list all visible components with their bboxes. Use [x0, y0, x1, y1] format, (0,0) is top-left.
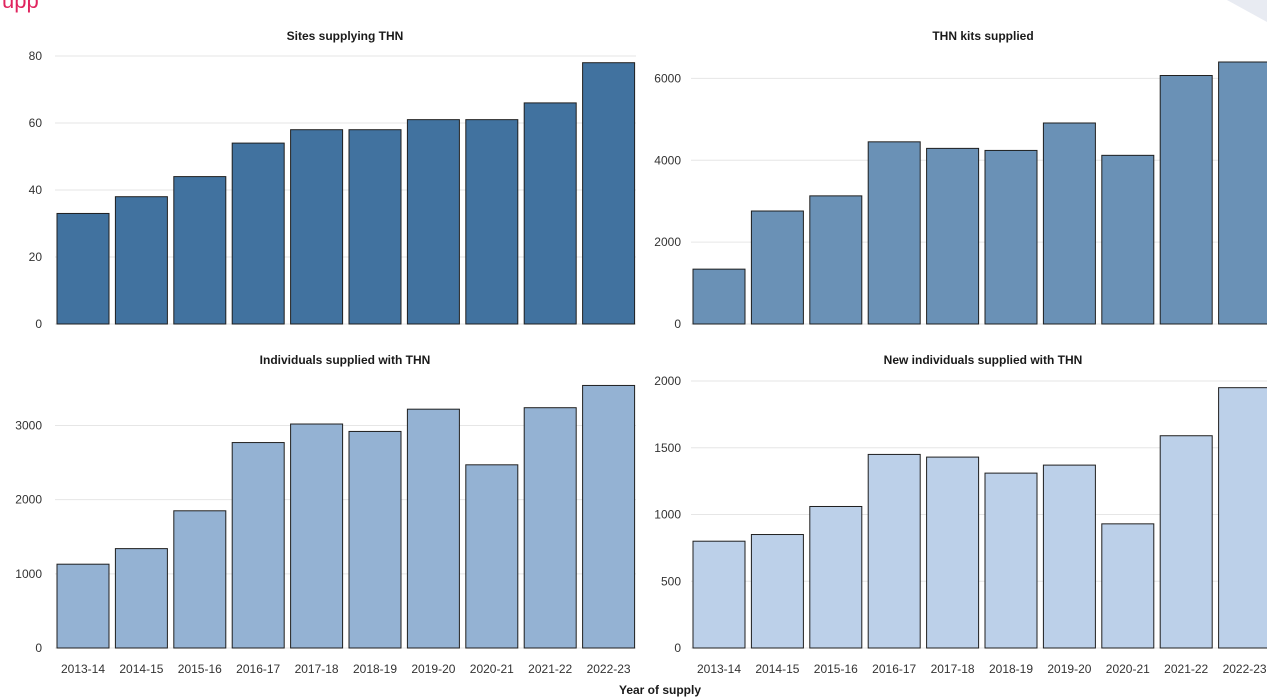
x-tick-label: 2022-23: [1223, 662, 1267, 676]
x-tick-label: 2018-19: [353, 662, 397, 676]
y-tick-label: 2000: [654, 235, 681, 249]
x-tick-label: 2013-14: [697, 662, 741, 676]
bar: [809, 195, 863, 325]
bar: [231, 142, 285, 325]
chart-panel-3: 0 1000 2000 3000 Individuals supplied with T…: [15, 353, 636, 676]
x-tick-label: 2014-15: [755, 662, 799, 676]
x-tick-label: 2019-20: [411, 662, 455, 676]
bar: [867, 141, 921, 325]
x-tick-label: 2019-20: [1047, 662, 1091, 676]
x-tick-label: 2020-21: [1106, 662, 1150, 676]
y-tick-label: 500: [661, 574, 681, 588]
y-tick-label: 1500: [654, 441, 681, 455]
y-tick-label: 6000: [654, 71, 681, 85]
y-tick-label: 1000: [15, 567, 42, 581]
bar: [114, 548, 168, 649]
bar: [1101, 154, 1155, 325]
x-tick-label: 2020-21: [470, 662, 514, 676]
bar: [523, 102, 577, 325]
x-tick-label: 2018-19: [989, 662, 1033, 676]
bar: [465, 119, 519, 325]
bar: [348, 129, 402, 325]
bar: [582, 62, 636, 325]
bar: [1159, 75, 1213, 325]
x-tick-label: 2015-16: [814, 662, 858, 676]
bar: [750, 534, 804, 649]
y-tick-label: 2000: [15, 493, 42, 507]
bar: [231, 442, 285, 649]
x-tick-label: 2017-18: [931, 662, 975, 676]
y-tick-label: 0: [35, 317, 42, 331]
bar: [290, 129, 344, 325]
x-tick-label: 2014-15: [119, 662, 163, 676]
bar: [984, 472, 1038, 649]
x-tick-label: 2017-18: [295, 662, 339, 676]
bar: [56, 212, 110, 325]
x-tick-label: 2016-17: [236, 662, 280, 676]
bar: [173, 176, 227, 325]
bar: [1042, 122, 1096, 325]
x-tick-label: 2021-22: [1164, 662, 1208, 676]
chart-title: Sites supplying THN: [287, 29, 404, 43]
y-tick-label: 0: [674, 317, 681, 331]
shared-x-axis-label: Year of supply: [619, 683, 701, 697]
bar: [750, 210, 804, 325]
x-tick-label: 2013-14: [61, 662, 105, 676]
chart-title: New individuals supplied with THN: [884, 353, 1083, 367]
y-tick-label: 60: [29, 116, 43, 130]
x-tick-label: 2016-17: [872, 662, 916, 676]
corner-tab-decoration: [1227, 0, 1267, 22]
bar: [692, 268, 746, 325]
y-tick-label: 40: [29, 183, 43, 197]
header-strip: upp: [0, 0, 1267, 14]
bar: [984, 149, 1038, 325]
x-tick-label: 2021-22: [528, 662, 572, 676]
bar: [406, 408, 460, 649]
y-tick-label: 80: [29, 49, 43, 63]
bar: [692, 540, 746, 649]
bar: [56, 563, 110, 649]
bar: [523, 407, 577, 649]
bar: [1218, 387, 1267, 649]
chart-panel-1: 0 20 40 60 80 Sites supplying THN: [29, 29, 636, 331]
bar: [114, 196, 168, 325]
y-tick-label: 2000: [654, 374, 681, 388]
chart-panel-2: 0 2000 4000 6000 THN kits supplied: [654, 29, 1267, 331]
chart-title: Individuals supplied with THN: [260, 353, 431, 367]
bar: [867, 453, 921, 649]
bar: [465, 464, 519, 649]
bar: [1101, 523, 1155, 649]
bar: [582, 384, 636, 649]
bar: [809, 505, 863, 649]
bar: [1042, 464, 1096, 649]
header-fragment-left: upp: [2, 0, 39, 13]
bar: [1159, 435, 1213, 649]
y-tick-label: 20: [29, 250, 43, 264]
bar: [926, 147, 980, 325]
bar: [926, 456, 980, 649]
chart-panel-4: 0 500 1000 1500 2000 New individuals supplied…: [654, 353, 1267, 676]
y-tick-label: 1000: [654, 508, 681, 522]
y-tick-label: 4000: [654, 153, 681, 167]
y-tick-label: 0: [674, 641, 681, 655]
bar: [290, 423, 344, 649]
chart-title: THN kits supplied: [932, 29, 1033, 43]
y-tick-label: 0: [35, 641, 42, 655]
y-tick-label: 3000: [15, 419, 42, 433]
bar: [173, 510, 227, 649]
bar: [1218, 61, 1267, 325]
x-tick-label: 2015-16: [178, 662, 222, 676]
bar: [406, 119, 460, 325]
x-tick-label: 2022-23: [587, 662, 631, 676]
bar: [348, 430, 402, 649]
